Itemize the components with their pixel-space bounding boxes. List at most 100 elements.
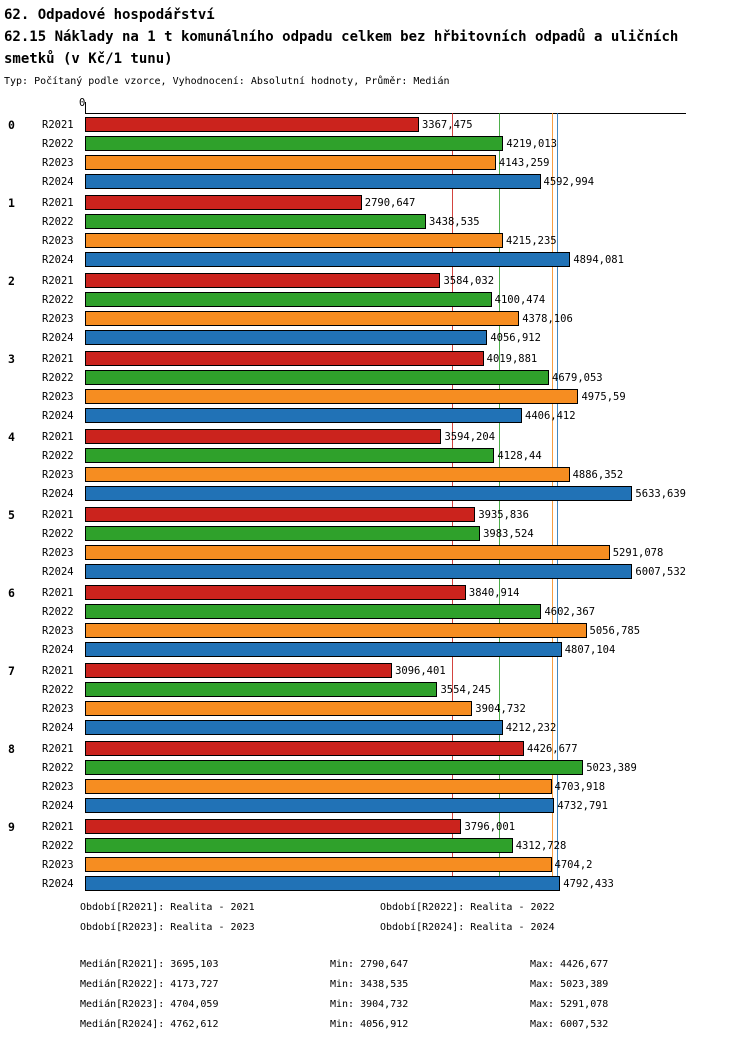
series-label: R2024 (42, 643, 74, 656)
bar-r2023 (85, 389, 579, 404)
bar-value-label: 3935,836 (478, 508, 529, 521)
report-header: 62. Odpadové hospodářství 62.15 Náklady … (0, 0, 750, 87)
bar-r2024 (85, 174, 541, 189)
bar-value-label: 4406,412 (525, 409, 576, 422)
series-label: R2021 (42, 118, 74, 131)
bar-r2023 (85, 701, 473, 716)
stat-max: Max: 5023,389 (530, 979, 609, 990)
group-label: 3 (8, 351, 15, 366)
chart-row: R2022 3554,245 (0, 680, 750, 699)
group-label: 7 (8, 663, 15, 678)
bar-r2022 (85, 526, 481, 541)
bar-track: 4807,104 (85, 640, 686, 659)
series-label: R2024 (42, 799, 74, 812)
series-label: R2022 (42, 293, 74, 306)
bar-value-label: 4704,2 (554, 858, 593, 871)
bar-r2022 (85, 292, 492, 307)
series-label: R2023 (42, 468, 74, 481)
series-label: R2024 (42, 409, 74, 422)
bar-value-label: 4592,994 (543, 175, 595, 188)
bar-group: 9 R2021 3796,001 R2022 4312,728 R2023 4704,2 R2… (0, 817, 750, 893)
bar-track: 3840,914 (85, 583, 686, 602)
legend-item: Období[R2022]: Realita - 2022 (380, 902, 555, 913)
bar-track: 5056,785 (85, 621, 686, 640)
bar-track: 3554,245 (85, 680, 686, 699)
bar-track: 4792,433 (85, 874, 686, 893)
bar-track: 4056,912 (85, 328, 686, 347)
bar-r2024 (85, 408, 522, 423)
bar-group: 6 R2021 3840,914 R2022 4602,367 R2023 5056,785… (0, 583, 750, 659)
series-label: R2021 (42, 508, 74, 521)
chart-row: R2024 5633,639 (0, 484, 750, 503)
bar-r2021 (85, 351, 484, 366)
bar-value-label: 3096,401 (395, 664, 446, 677)
bar-r2024 (85, 486, 633, 501)
bar-value-label: 3594,204 (444, 430, 496, 443)
bar-track: 4215,235 (85, 231, 686, 250)
group-label: 4 (8, 429, 15, 444)
bar-r2023 (85, 467, 570, 482)
bar-value-label: 4143,259 (498, 156, 550, 169)
series-label: R2024 (42, 721, 74, 734)
legend-item: Období[R2021]: Realita - 2021 (80, 902, 255, 913)
bar-r2022 (85, 214, 427, 229)
bar-track: 4212,232 (85, 718, 686, 737)
legend-item: Období[R2023]: Realita - 2023 (80, 922, 255, 933)
bar-value-label: 4679,053 (552, 371, 603, 384)
bar-track: 4886,352 (85, 465, 686, 484)
chart-row: 2 R2021 3584,032 (0, 271, 750, 290)
bar-track: 4679,053 (85, 368, 686, 387)
bar-value-label: 4894,081 (573, 253, 624, 266)
axis-zero-label: 0 (79, 97, 86, 109)
chart-rows: 0 R2021 3367,475 R2022 4219,013 R2023 4143,259… (0, 113, 750, 893)
bar-track: 4894,081 (85, 250, 686, 269)
series-label: R2023 (42, 624, 74, 637)
bar-r2023 (85, 155, 496, 170)
chart-row: R2022 4602,367 (0, 602, 750, 621)
bar-value-label: 5056,785 (589, 624, 641, 637)
stat-min: Min: 4056,912 (330, 1019, 409, 1030)
chart-row: 4 R2021 3594,204 (0, 427, 750, 446)
bar-track: 5023,389 (85, 758, 686, 777)
chart-row: 8 R2021 4426,677 (0, 739, 750, 758)
chart-row: R2022 3438,535 (0, 212, 750, 231)
chart-row: R2023 4143,259 (0, 153, 750, 172)
bar-r2024 (85, 720, 503, 735)
bar-r2023 (85, 545, 610, 560)
series-label: R2024 (42, 175, 74, 188)
bar-track: 3796,001 (85, 817, 686, 836)
bar-r2024 (85, 564, 633, 579)
bar-value-label: 4100,474 (494, 293, 546, 306)
chart-row: 7 R2021 3096,401 (0, 661, 750, 680)
series-label: R2022 (42, 839, 74, 852)
series-label: R2023 (42, 390, 74, 403)
series-label: R2023 (42, 156, 74, 169)
bar-value-label: 4219,013 (506, 137, 557, 150)
axis-tick (85, 102, 86, 113)
bar-track: 4426,677 (85, 739, 686, 758)
bar-track: 4019,881 (85, 349, 686, 368)
stat-min: Min: 2790,647 (330, 959, 409, 970)
series-label: R2023 (42, 780, 74, 793)
bar-value-label: 4602,367 (544, 605, 596, 618)
group-label: 0 (8, 117, 15, 132)
bar-track: 3096,401 (85, 661, 686, 680)
bar-r2022 (85, 682, 438, 697)
bar-track: 4602,367 (85, 602, 686, 621)
bar-r2021 (85, 117, 419, 132)
report-title-line2: 62.15 Náklady na 1 t komunálního odpadu … (4, 29, 687, 67)
report-footer: Období[R2021]: Realita - 2021 Období[R202… (0, 901, 750, 1031)
bar-r2021 (85, 819, 462, 834)
chart-row: R2023 5056,785 (0, 621, 750, 640)
axis-line (85, 113, 686, 114)
bar-group: 5 R2021 3935,836 R2022 3983,524 R2023 5291,078… (0, 505, 750, 581)
bar-value-label: 3796,001 (464, 820, 516, 833)
stats: Medián[R2021]: 3695,103 Min: 2790,647 Max:… (80, 958, 750, 1031)
bar-r2023 (85, 779, 552, 794)
chart-row: R2022 4100,474 (0, 290, 750, 309)
bar-track: 4100,474 (85, 290, 686, 309)
bar-r2024 (85, 642, 562, 657)
bar-r2022 (85, 838, 513, 853)
series-label: R2024 (42, 487, 74, 500)
bar-r2022 (85, 448, 495, 463)
